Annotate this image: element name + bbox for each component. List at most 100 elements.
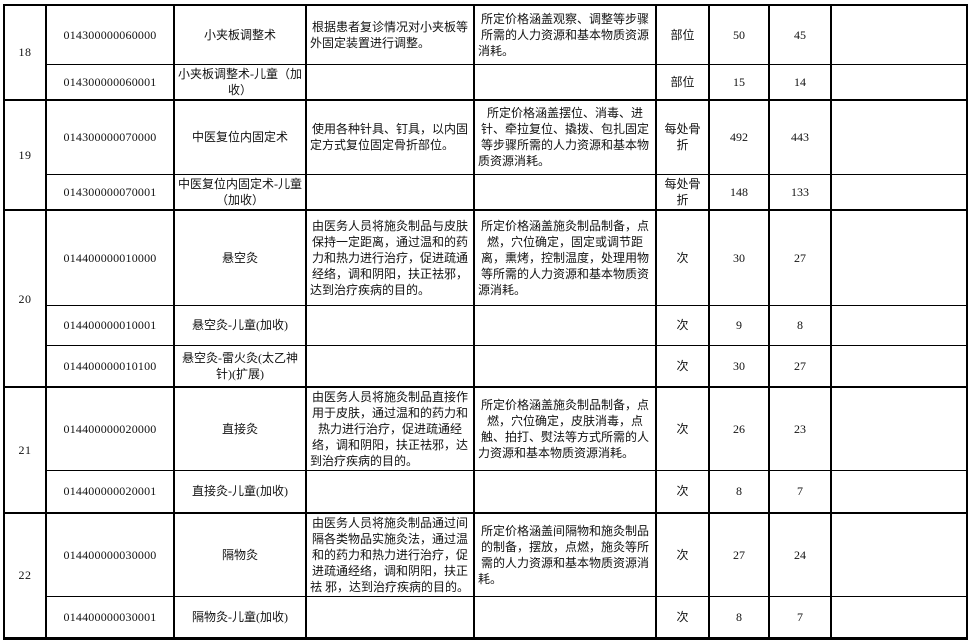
code-cell: 014300000070000 [45, 98, 175, 175]
code-cell: 014400000030000 [45, 511, 175, 597]
unit-cell: 次 [655, 304, 710, 346]
code-cell: 014400000010100 [45, 344, 175, 388]
price-cell: 50 [708, 4, 770, 65]
note-cell [830, 595, 968, 639]
row-number-cell: 19 [3, 98, 47, 211]
name-cell: 悬空灸 [173, 209, 307, 306]
description-cell: 由医务人员将施灸制品直接作用于皮肤，通过温和的药力和热力进行治疗，促进疏通经络，… [305, 386, 475, 471]
adjusted-price-cell: 14 [768, 63, 832, 100]
adjusted-price-cell: 24 [768, 511, 832, 597]
code-cell: 014400000010001 [45, 304, 175, 346]
unit-cell: 次 [655, 209, 710, 306]
row-number-cell: 20 [3, 209, 47, 388]
name-cell: 隔物灸-儿童(加收) [173, 595, 307, 639]
code-cell: 014300000060001 [45, 63, 175, 100]
description-cell [305, 304, 475, 346]
description-cell [305, 63, 475, 100]
code-cell: 014300000060000 [45, 4, 175, 65]
code-cell: 014400000030001 [45, 595, 175, 639]
coverage-cell [473, 344, 657, 388]
table-row: 014300000060001 小夹板调整术-儿童（加收） 部位 15 14 [4, 63, 968, 100]
note-cell [830, 344, 968, 388]
table-row: 014400000020001 直接灸-儿童(加收) 次 8 7 [4, 470, 968, 513]
table-row: 014400000010001 悬空灸-儿童(加收) 次 9 8 [4, 304, 968, 346]
price-table-body: 18 014300000060000 小夹板调整术 根据患者复诊情况对小夹板等外固定装… [3, 4, 968, 639]
coverage-cell [473, 63, 657, 100]
adjusted-price-cell: 133 [768, 174, 832, 211]
row-number-cell: 18 [3, 4, 47, 100]
coverage-cell: 所定价格涵盖观察、调整等步骤所需的人力资源和基本物质资源消耗。 [473, 4, 657, 65]
price-cell: 27 [708, 511, 770, 597]
price-cell: 8 [708, 470, 770, 513]
note-cell [830, 4, 968, 65]
name-cell: 直接灸 [173, 386, 307, 471]
table-row: 21 014400000020000 直接灸 由医务人员将施灸制品直接作用于皮肤，通过… [3, 386, 968, 513]
table-row: 014400000010100 悬空灸-雷火灸(太乙神针)(扩展) 次 30 27 [4, 344, 968, 388]
description-cell [305, 595, 475, 639]
note-cell [830, 386, 968, 471]
table-row: 014300000070001 中医复位内固定术-儿童（加收） 每处骨折 148 133 [4, 174, 968, 211]
description-cell: 由医务人员将施灸制品通过间隔各类物品实施灸法，通过温和的药力和热力进行治疗，促进… [305, 511, 475, 597]
price-cell: 30 [708, 344, 770, 388]
description-cell: 由医务人员将施灸制品与皮肤保持一定距离，通过温和的药力和热力进行治疗，促进疏通经… [305, 209, 475, 306]
row-number-cell: 22 [3, 511, 47, 639]
unit-cell: 每处骨折 [655, 98, 710, 175]
price-cell: 148 [708, 174, 770, 211]
unit-cell: 次 [655, 344, 710, 388]
code-cell: 014400000010000 [45, 209, 175, 306]
unit-cell: 次 [655, 470, 710, 513]
code-cell: 014300000070001 [45, 174, 175, 211]
adjusted-price-cell: 7 [768, 595, 832, 639]
coverage-cell: 所定价格涵盖施灸制品制备，点燃，穴位确定，皮肤消毒，点触、拍打、熨法等方式所需的… [473, 386, 657, 471]
price-cell: 26 [708, 386, 770, 471]
table-row: 18 014300000060000 小夹板调整术 根据患者复诊情况对小夹板等外固定装… [3, 4, 968, 100]
unit-cell: 部位 [655, 63, 710, 100]
unit-cell: 次 [655, 386, 710, 471]
note-cell [830, 511, 968, 597]
price-cell: 8 [708, 595, 770, 639]
description-cell [305, 344, 475, 388]
name-cell: 中医复位内固定术 [173, 98, 307, 175]
coverage-cell [473, 174, 657, 211]
coverage-cell: 所定价格涵盖间隔物和施灸制品的制备，摆放，点燃，施灸等所需的人力资源和基本物质资… [473, 511, 657, 597]
name-cell: 小夹板调整术 [173, 4, 307, 65]
note-cell [830, 470, 968, 513]
name-cell: 隔物灸 [173, 511, 307, 597]
coverage-cell [473, 304, 657, 346]
unit-cell: 部位 [655, 4, 710, 65]
note-cell [830, 209, 968, 306]
name-cell: 直接灸-儿童(加收) [173, 470, 307, 513]
adjusted-price-cell: 27 [768, 344, 832, 388]
table-row: 20 014400000010000 悬空灸 由医务人员将施灸制品与皮肤保持一定距离，… [3, 209, 968, 388]
description-cell: 根据患者复诊情况对小夹板等外固定装置进行调整。 [305, 4, 475, 65]
unit-cell: 次 [655, 595, 710, 639]
coverage-cell [473, 595, 657, 639]
adjusted-price-cell: 443 [768, 98, 832, 175]
note-cell [830, 304, 968, 346]
name-cell: 小夹板调整术-儿童（加收） [173, 63, 307, 100]
unit-cell: 次 [655, 511, 710, 597]
description-cell [305, 470, 475, 513]
price-cell: 30 [708, 209, 770, 306]
name-cell: 悬空灸-儿童(加收) [173, 304, 307, 346]
coverage-cell: 所定价格涵盖摆位、消毒、进针、牵拉复位、撬拨、包扎固定等步骤所需的人力资源和基本… [473, 98, 657, 175]
price-table: 18 014300000060000 小夹板调整术 根据患者复诊情况对小夹板等外固定装… [3, 4, 968, 640]
note-cell [830, 174, 968, 211]
coverage-cell [473, 470, 657, 513]
table-row: 014400000030001 隔物灸-儿童(加收) 次 8 7 [4, 595, 968, 639]
table-row: 19 014300000070000 中医复位内固定术 使用各种针具、钉具，以内固定方… [3, 98, 968, 211]
price-cell: 9 [708, 304, 770, 346]
price-cell: 15 [708, 63, 770, 100]
row-number-cell: 21 [3, 386, 47, 513]
coverage-cell: 所定价格涵盖施灸制品制备，点燃，穴位确定，固定或调节距离，熏烤，控制温度，处理用… [473, 209, 657, 306]
note-cell [830, 98, 968, 175]
adjusted-price-cell: 8 [768, 304, 832, 346]
adjusted-price-cell: 23 [768, 386, 832, 471]
description-cell: 使用各种针具、钉具，以内固定方式复位固定骨折部位。 [305, 98, 475, 175]
note-cell [830, 63, 968, 100]
price-cell: 492 [708, 98, 770, 175]
code-cell: 014400000020001 [45, 470, 175, 513]
adjusted-price-cell: 7 [768, 470, 832, 513]
code-cell: 014400000020000 [45, 386, 175, 471]
